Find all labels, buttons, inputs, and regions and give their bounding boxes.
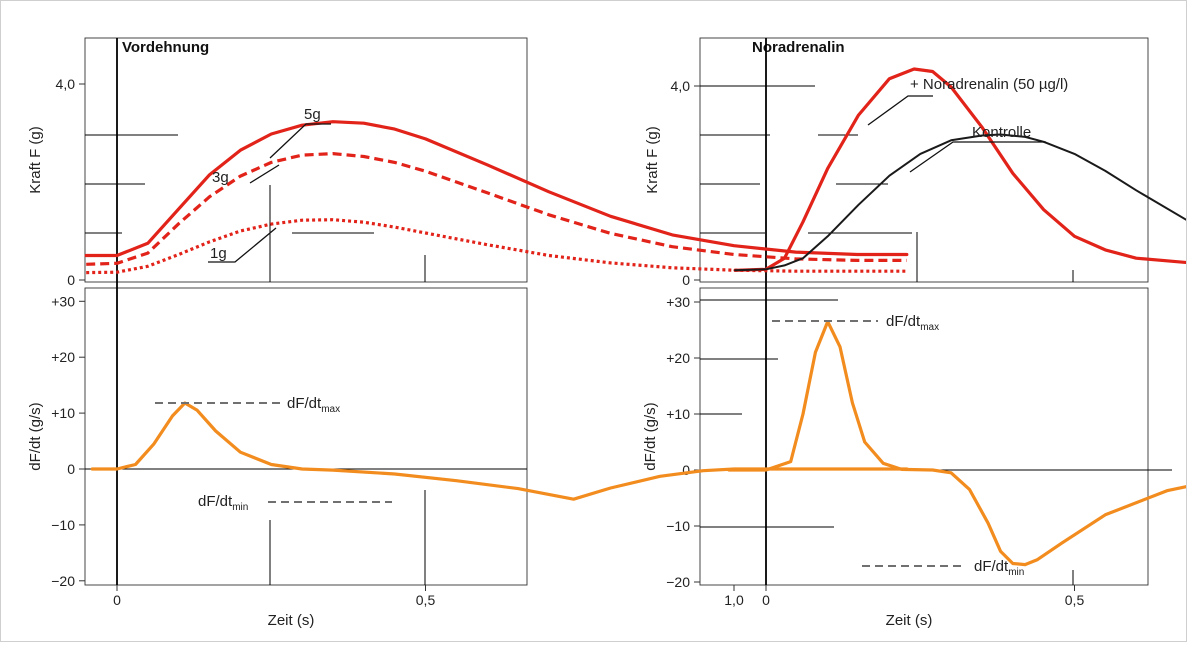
y-tick-label: −10 — [666, 518, 690, 534]
dfdt-max-label-subscript: max — [321, 404, 340, 415]
y-tick-label: −20 — [666, 574, 690, 590]
leader-1g — [208, 227, 277, 263]
series-label-1g: 1g — [210, 245, 227, 262]
series-label-3g: 3g — [212, 169, 229, 186]
y-axis-label: dF/dt (g/s) — [27, 402, 44, 470]
y-tick-label: 4,0 — [671, 78, 691, 94]
dfdt-max-label-text: dF/dt — [886, 313, 921, 330]
dfdt-min-label: dF/dtmin — [974, 558, 1024, 578]
y-tick-label: +10 — [51, 405, 75, 421]
plot-frame — [84, 287, 528, 586]
x-axis-label: Zeit (s) — [268, 612, 315, 629]
leader-3g — [249, 164, 280, 184]
chart-title: Noradrenalin — [752, 39, 845, 56]
y-tick-label: +10 — [666, 406, 690, 422]
dfdt-max-label-text: dF/dt — [287, 395, 322, 412]
x-tick-label: 0 — [762, 592, 770, 608]
series-line-dfdt — [727, 320, 1187, 567]
series-label-kontrolle: Kontrolle — [972, 124, 1031, 141]
leader-5g — [269, 123, 331, 159]
y-tick-label: 0 — [67, 461, 75, 477]
y-tick-label: −20 — [51, 573, 75, 589]
y-tick-label: +30 — [666, 294, 690, 310]
x-axis-label: Zeit (s) — [886, 612, 933, 629]
leader-noradrenalin — [867, 95, 933, 126]
plot-frame — [84, 37, 528, 283]
plot-frame — [699, 287, 1149, 586]
y-axis-label: Kraft F (g) — [644, 126, 661, 194]
dfdt-max-label-subscript: max — [920, 322, 939, 333]
dfdt-min-label-subscript: min — [232, 502, 248, 513]
y-axis-label: dF/dt (g/s) — [642, 402, 659, 470]
y-tick-label: 0 — [682, 462, 690, 478]
series-line-dfdt — [90, 401, 909, 501]
series-line-kontrolle — [734, 133, 1187, 272]
x-tick-label: 0,5 — [1065, 592, 1085, 608]
dfdt-max-label: dF/dtmax — [287, 395, 340, 415]
y-tick-label: +20 — [51, 349, 75, 365]
dfdt-max-label: dF/dtmax — [886, 313, 939, 333]
series-line-1g — [86, 218, 907, 275]
dfdt-min-label-text: dF/dt — [974, 558, 1009, 575]
y-tick-label: 0 — [682, 272, 690, 288]
y-tick-label: −10 — [51, 517, 75, 533]
y-tick-label: 4,0 — [56, 76, 76, 92]
y-tick-label: 0 — [67, 272, 75, 288]
y-tick-label: +30 — [51, 293, 75, 309]
x-tick-label: 1,0 — [724, 592, 744, 608]
series-line-5g — [84, 120, 909, 258]
dfdt-min-label-text: dF/dt — [198, 493, 233, 510]
plot-frame — [699, 37, 1149, 283]
series-label-noradrenalin: + Noradrenalin (50 µg/l) — [910, 76, 1068, 93]
dfdt-min-label: dF/dtmin — [198, 493, 248, 513]
y-tick-label: +20 — [666, 350, 690, 366]
series-line--noradrenalin-50-g-l- — [733, 67, 1187, 272]
y-axis-label: Kraft F (g) — [27, 126, 44, 194]
x-tick-label: 0,5 — [416, 592, 436, 608]
x-tick-label: 0 — [113, 592, 121, 608]
leader-kontrolle — [909, 141, 1046, 173]
series-line-3g — [86, 152, 907, 266]
dfdt-min-label-subscript: min — [1008, 567, 1024, 578]
series-label-5g: 5g — [304, 106, 321, 123]
chart-title: Vordehnung — [122, 39, 209, 56]
